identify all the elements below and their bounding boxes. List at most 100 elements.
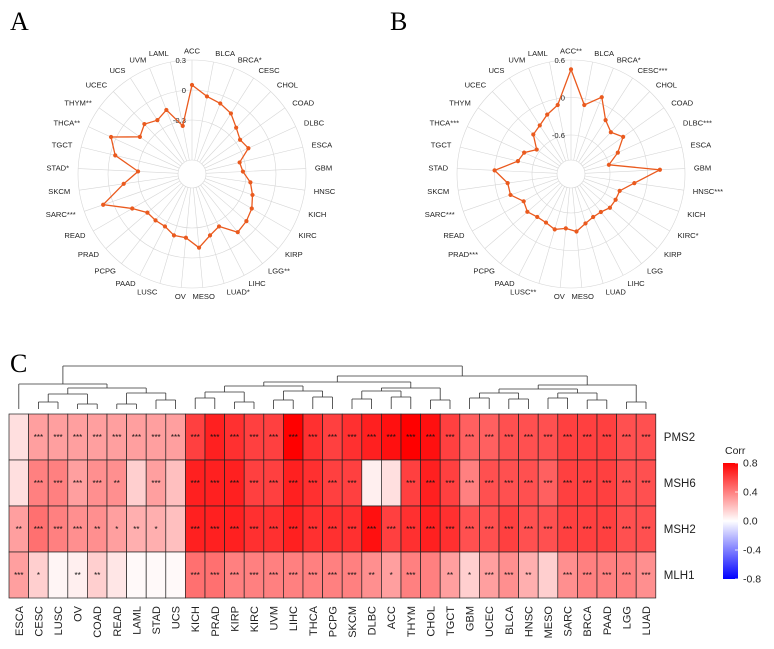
- radar-spoke: [200, 184, 263, 264]
- significance-label: ***: [328, 571, 337, 580]
- significance-label: **: [114, 479, 120, 488]
- radar-category-label: CESC: [258, 66, 280, 75]
- significance-label: ***: [524, 479, 533, 488]
- radar-point: [250, 192, 255, 198]
- heatmap-cell: [106, 551, 127, 599]
- radar-point: [591, 214, 596, 220]
- radar-spoke: [202, 182, 279, 249]
- radar-point: [246, 146, 251, 151]
- radar-category-label: OV: [175, 292, 187, 301]
- radar-category-label: PRAD: [78, 250, 100, 259]
- radar-spoke: [205, 168, 306, 174]
- radar-category-label: KIRC: [299, 231, 318, 240]
- significance-label: ***: [543, 525, 552, 534]
- significance-label: ***: [249, 479, 258, 488]
- radar-point: [244, 219, 249, 224]
- significance-label: ***: [563, 479, 572, 488]
- radar-category-label: HNSC***: [693, 187, 723, 196]
- radar-series-line: [493, 67, 663, 233]
- radar-spoke: [199, 77, 254, 163]
- radar-category-label: DLBC: [304, 119, 325, 128]
- radar-ring: [177, 159, 207, 189]
- significance-label: ***: [230, 525, 239, 534]
- radar-point: [135, 169, 141, 174]
- radar-category-label: LAML: [149, 49, 169, 58]
- significance-label: ***: [465, 433, 474, 442]
- significance-label: **: [74, 571, 80, 580]
- radar-category-label: MESO: [572, 292, 594, 301]
- radar-point: [608, 130, 613, 135]
- dendrogram: [18, 365, 647, 409]
- significance-label: ***: [622, 525, 631, 534]
- radar-spoke: [84, 178, 179, 212]
- radar-spoke: [500, 184, 563, 264]
- significance-label: ***: [53, 479, 62, 488]
- radar-point: [121, 181, 126, 186]
- radar-category-label: CHOL: [656, 81, 677, 90]
- heatmap-cell: [126, 551, 147, 599]
- panel-label-b: B: [390, 7, 407, 36]
- significance-label: ***: [445, 479, 454, 488]
- radial-tick-label: 0: [561, 94, 565, 103]
- significance-label: ***: [485, 479, 494, 488]
- radar-category-label: READ: [64, 231, 86, 240]
- significance-label: ***: [563, 571, 572, 580]
- radar-point: [216, 224, 222, 229]
- radar-category-label: ESCA: [691, 141, 713, 150]
- significance-label: ***: [191, 571, 200, 580]
- heatmap-cell: [635, 551, 657, 599]
- significance-label: ***: [347, 571, 356, 580]
- radar-spoke: [93, 180, 181, 232]
- radar-category-label: LAML: [528, 49, 548, 58]
- legend-tick-label: 0.0: [743, 516, 758, 528]
- significance-label: ***: [289, 433, 298, 442]
- significance-label: ***: [269, 433, 278, 442]
- radar-point: [598, 209, 604, 215]
- radar-spoke: [88, 126, 180, 169]
- heatmap-cell: [8, 459, 29, 507]
- radar-point: [582, 102, 587, 108]
- significance-label: ***: [93, 433, 102, 442]
- radar-spoke: [139, 186, 186, 276]
- radar-category-label: UCEC: [86, 81, 108, 90]
- significance-label: ***: [347, 479, 356, 488]
- heatmap-column-label: PCPG: [327, 606, 339, 637]
- radar-spoke: [170, 62, 190, 161]
- radar-point: [237, 137, 243, 142]
- radar-point: [162, 224, 168, 229]
- heatmap-column-label: OV: [73, 605, 85, 622]
- significance-label: ***: [543, 433, 552, 442]
- significance-label: ***: [583, 525, 592, 534]
- radar-spoke: [149, 68, 188, 162]
- radar-spoke: [205, 146, 303, 171]
- significance-label: ***: [445, 525, 454, 534]
- radar-category-label: COAD: [671, 98, 693, 107]
- significance-label: ***: [622, 479, 631, 488]
- radar-category-label: SARC***: [425, 210, 455, 219]
- radar-spoke: [203, 107, 286, 167]
- heatmap-cell: [126, 459, 147, 507]
- radar-point: [180, 123, 185, 128]
- radar-category-label: CHOL: [277, 81, 298, 90]
- heatmap-column-label: MESO: [543, 606, 555, 639]
- significance-label: ***: [543, 479, 552, 488]
- radar-category-label: TGCT: [431, 141, 452, 150]
- significance-label: ***: [504, 433, 513, 442]
- radar-point: [228, 111, 234, 116]
- significance-label: ***: [504, 479, 513, 488]
- radar-category-label: GBM: [694, 164, 711, 173]
- radar-point: [183, 235, 189, 240]
- radar-category-label: ACC: [184, 47, 201, 56]
- significance-label: ***: [308, 525, 317, 534]
- radar-point: [515, 159, 521, 164]
- heatmap-column-label: ESCA: [14, 605, 26, 636]
- panel-label-c: C: [10, 349, 27, 378]
- radar-point: [196, 245, 202, 250]
- radar-category-label: LUAD*: [227, 288, 250, 297]
- radar-category-label: KICH: [308, 210, 326, 219]
- radar-spoke: [518, 186, 565, 276]
- radar-point: [235, 230, 240, 235]
- radar-category-label: SKCM: [48, 187, 70, 196]
- heatmap-column-label: GBM: [465, 606, 477, 631]
